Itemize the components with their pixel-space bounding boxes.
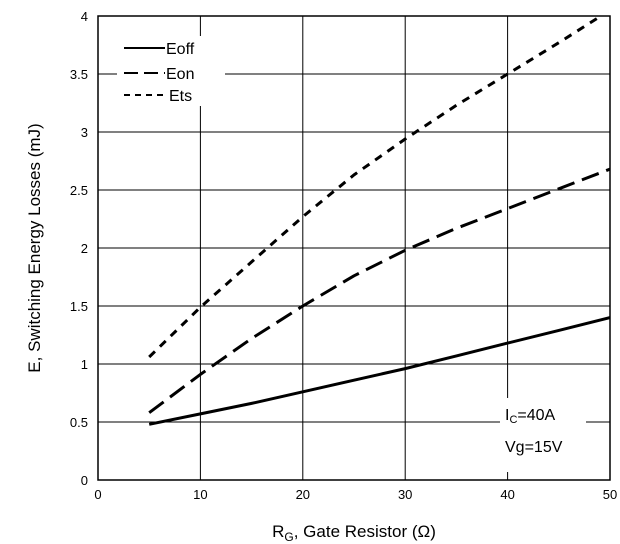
x-tick-label: 30 xyxy=(398,487,412,502)
y-tick-label: 3 xyxy=(81,125,88,140)
x-tick-label: 0 xyxy=(94,487,101,502)
annotation-vg: Vg=15V xyxy=(505,439,563,456)
x-tick-label: 50 xyxy=(603,487,617,502)
y-tick-label: 1.5 xyxy=(70,299,88,314)
annotation-ic-main: I xyxy=(505,407,509,424)
x-tick-label: 20 xyxy=(296,487,310,502)
annotation-box: IC=40A Vg=15V xyxy=(500,398,586,472)
x-axis-title: RG, Gate Resistor (Ω) xyxy=(272,522,436,544)
series-line-ets xyxy=(148,16,604,359)
annotation-ic: IC=40A xyxy=(505,407,556,426)
series-line-eon xyxy=(148,167,610,414)
x-axis-title-main: R xyxy=(272,522,284,541)
y-tick-label: 0.5 xyxy=(70,415,88,430)
x-tick-label: 40 xyxy=(500,487,514,502)
legend-label-ets: Ets xyxy=(169,88,192,105)
y-tick-label: 0 xyxy=(81,473,88,488)
x-tick-labels: 0 10 20 30 40 50 xyxy=(94,487,617,502)
legend: Eoff Eon Ets xyxy=(117,36,225,106)
y-tick-label: 2 xyxy=(81,241,88,256)
x-axis-title-rest: , Gate Resistor (Ω) xyxy=(294,522,436,541)
annotation-ic-sub: C xyxy=(509,414,517,426)
x-axis-title-sub: G xyxy=(284,530,293,544)
y-tick-label: 3.5 xyxy=(70,67,88,82)
y-axis-title: E, Switching Energy Losses (mJ) xyxy=(25,123,44,372)
y-tick-label: 4 xyxy=(81,9,88,24)
series-line-eoff xyxy=(148,316,610,426)
legend-label-eoff: Eoff xyxy=(166,41,195,58)
y-tick-labels: 0 0.5 1 1.5 2 2.5 3 3.5 4 xyxy=(70,9,88,488)
series-lines xyxy=(148,16,610,426)
y-tick-label: 1 xyxy=(81,357,88,372)
plot-frame xyxy=(97,15,611,481)
annotation-ic-rest: =40A xyxy=(517,407,555,424)
y-tick-label: 2.5 xyxy=(70,183,88,198)
legend-label-eon: Eon xyxy=(166,66,194,83)
annotation-background xyxy=(500,398,586,472)
x-tick-label: 10 xyxy=(193,487,207,502)
